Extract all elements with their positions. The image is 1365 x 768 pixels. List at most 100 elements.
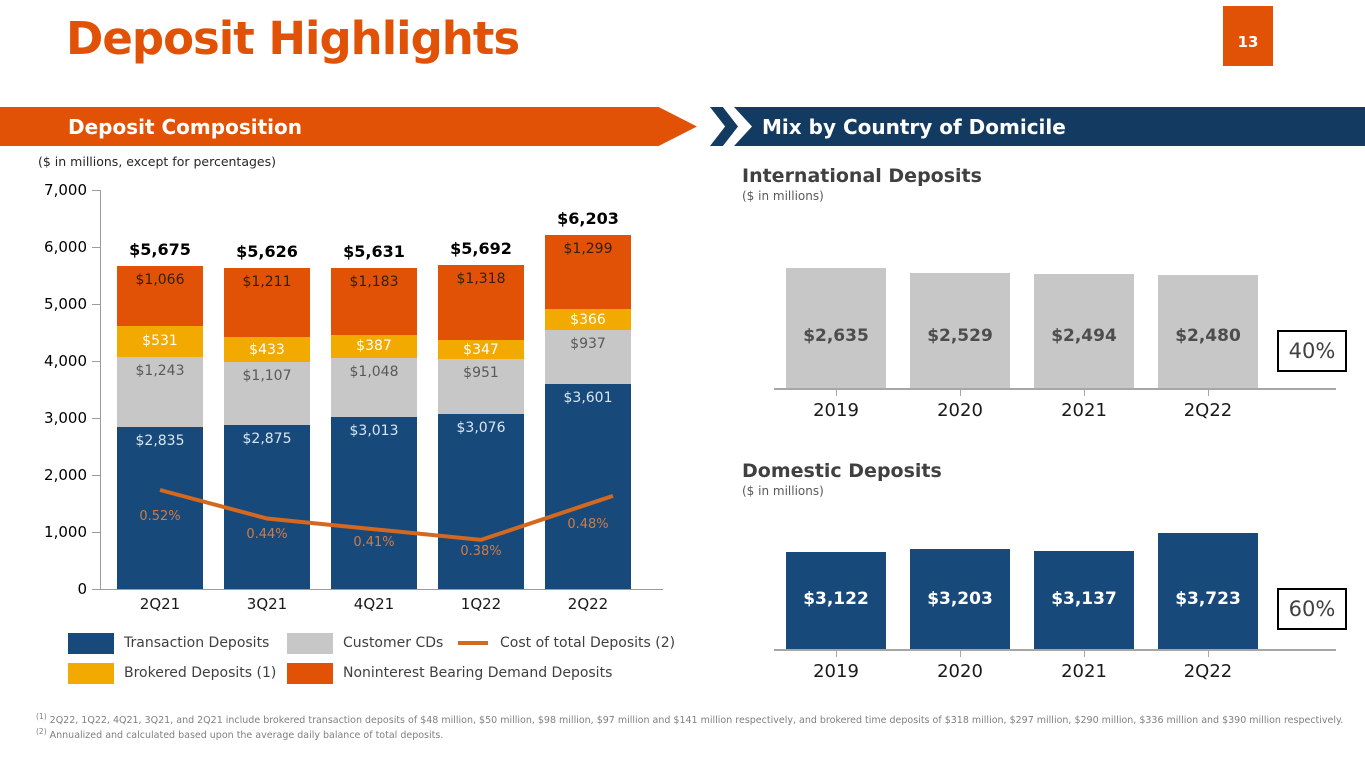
legend-item: Transaction Deposits [68, 631, 269, 655]
x-axis-tick [1208, 651, 1209, 657]
bar-total-label: $5,675 [129, 239, 191, 259]
domestic-deposits-units: ($ in millions) [742, 484, 824, 498]
bar-segment-label: $3,013 [349, 423, 399, 440]
x-axis-tick [960, 390, 961, 396]
y-axis-tick-label: 6,000 [44, 238, 87, 256]
y-axis-tick [92, 360, 100, 362]
bar-value-label: $3,137 [1051, 589, 1117, 609]
y-axis-tick-label: 3,000 [44, 409, 87, 427]
x-axis-tick [1084, 651, 1085, 657]
bar-segment-label: $1,211 [242, 274, 292, 291]
footnote-marker: (1) [36, 712, 47, 721]
section-banner-label: Mix by Country of Domicile [762, 114, 1066, 139]
chart-legend: Transaction Deposits Customer CDs Cost of … [68, 631, 698, 693]
cost-of-deposits-line [159, 488, 614, 542]
x-axis-tick [960, 651, 961, 657]
x-axis-label: 2021 [1061, 400, 1107, 421]
x-axis-label: 2Q21 [139, 595, 181, 613]
bar-segment-label: $1,048 [349, 363, 399, 380]
bar-segment-label: $433 [249, 341, 285, 358]
bar-segment: $1,048 [331, 357, 417, 418]
y-axis-tick-label: 2,000 [44, 466, 87, 484]
page-title: Deposit Highlights [66, 12, 520, 65]
bar-segment-label: $347 [463, 341, 499, 358]
bar-segment: $366 [545, 309, 631, 331]
bar: $3,122 [786, 551, 886, 649]
y-axis-tick-label: 0 [77, 580, 87, 598]
y-axis-tick [92, 474, 100, 476]
bar-segment: $1,066 [117, 265, 203, 327]
bar-segment-label: $1,318 [456, 270, 506, 287]
line-point-label: 0.44% [246, 526, 288, 542]
domestic-deposits-chart: $3,122 2019 $3,203 2020 $3,137 2021 $3,723 2Q22 [774, 489, 1336, 682]
bar: $3,723 [1158, 533, 1258, 649]
bar: $3,203 [910, 549, 1010, 649]
y-axis-tick [92, 417, 100, 419]
bar-segment: $937 [545, 330, 631, 384]
legend-color-swatch [287, 632, 333, 654]
stacked-bar: $1,299 $366 $937 $3,601 [545, 235, 631, 589]
y-axis-tick [92, 189, 100, 191]
section-banner-label: Deposit Composition [68, 114, 302, 139]
y-axis-tick [92, 303, 100, 305]
stacked-bar: $1,066 $531 $1,243 $2,835 [117, 265, 203, 589]
legend-item: Cost of total Deposits (2) [458, 631, 675, 655]
y-axis-tick [92, 531, 100, 533]
bar-segment-label: $1,299 [563, 241, 613, 258]
bar-total-label: $5,631 [343, 242, 405, 262]
international-deposits-title: International Deposits [742, 165, 982, 187]
stacked-bar: $1,211 $433 $1,107 $2,875 [224, 268, 310, 589]
bar-value-label: $2,494 [1051, 326, 1117, 346]
bar-segment-label: $3,076 [456, 419, 506, 436]
bar-segment: $951 [438, 359, 524, 414]
stacked-bar: $1,318 $347 $951 $3,076 [438, 264, 524, 589]
domestic-share-box: 60% [1277, 588, 1347, 630]
stacked-bar: $1,183 $387 $1,048 $3,013 [331, 268, 417, 589]
bar-segment-label: $387 [356, 338, 392, 355]
bar-segment: $347 [438, 339, 524, 360]
bar: $3,137 [1034, 551, 1134, 649]
bar-segment: $433 [224, 337, 310, 363]
x-axis-tick [1084, 390, 1085, 396]
bar-total-label: $5,692 [450, 238, 512, 258]
y-axis-tick-label: 5,000 [44, 295, 87, 313]
bar-segment-label: $1,183 [349, 274, 399, 291]
bar-segment-label: $951 [463, 365, 499, 382]
bar-value-label: $3,723 [1175, 589, 1241, 609]
bar-segment: $3,601 [545, 383, 631, 589]
legend-label: Noninterest Bearing Demand Deposits [343, 665, 613, 681]
x-axis-label: 2020 [937, 400, 983, 421]
bar-segment: $3,076 [438, 413, 524, 589]
legend-item: Customer CDs [287, 631, 443, 655]
legend-label: Transaction Deposits [124, 635, 270, 651]
bar-value-label: $3,203 [927, 589, 993, 609]
page-number-badge: 13 [1223, 6, 1273, 66]
section-banner-deposit-composition: Deposit Composition [0, 107, 697, 146]
legend-color-swatch [68, 632, 114, 654]
x-axis-label: 2020 [937, 661, 983, 682]
bar-segment: $2,835 [117, 427, 203, 589]
legend-item: Brokered Deposits (1) [68, 661, 276, 685]
x-axis-label: 2019 [813, 400, 859, 421]
line-point-label: 0.48% [567, 517, 609, 533]
x-axis-label: 4Q21 [353, 595, 395, 613]
y-axis-tick-label: 1,000 [44, 523, 87, 541]
page-number: 13 [1237, 33, 1259, 51]
y-axis-tick-label: 4,000 [44, 352, 87, 370]
footnotes: (1) 2Q22, 1Q22, 4Q21, 3Q21, and 2Q21 inc… [36, 712, 1354, 743]
footnote-marker: (2) [36, 727, 47, 737]
bar: $2,494 [1034, 274, 1134, 388]
bar-total-label: $5,626 [236, 242, 298, 262]
bar-segment: $387 [331, 335, 417, 358]
bar-value-label: $3,122 [803, 589, 869, 609]
international-share-box: 40% [1277, 330, 1347, 372]
international-deposits-chart: $2,635 2019 $2,529 2020 $2,494 2021 $2,480 2Q22 [774, 228, 1336, 421]
footnote: (1) 2Q22, 1Q22, 4Q21, 3Q21, and 2Q21 inc… [36, 712, 1344, 727]
bar-segment-label: $3,601 [563, 389, 613, 406]
y-axis-tick [92, 246, 100, 248]
x-axis-tick [836, 651, 837, 657]
bar-segment-label: $366 [570, 311, 606, 328]
legend-item: Noninterest Bearing Demand Deposits [287, 661, 612, 685]
bar-segment: $1,318 [438, 264, 524, 340]
bar-value-label: $2,635 [803, 326, 869, 346]
